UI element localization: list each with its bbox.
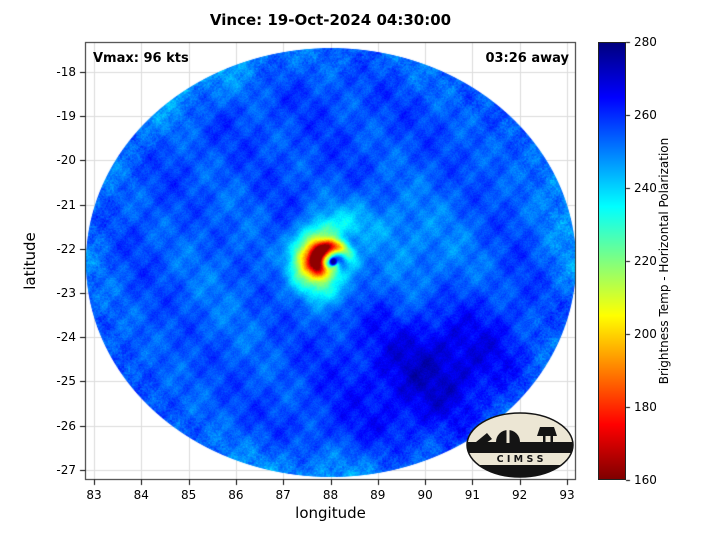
y-tick-label: -27 (56, 462, 76, 477)
logo-border (466, 412, 574, 478)
time-away-annotation: 03:26 away (485, 51, 569, 66)
colorbar-tick-label: 180 (634, 400, 657, 414)
tower-leg (543, 435, 546, 443)
dome-slit (506, 429, 510, 443)
y-tick-label: -24 (56, 330, 76, 345)
x-tick-label: 89 (370, 488, 386, 502)
y-tick-label: -21 (56, 197, 76, 212)
x-tick-label: 86 (228, 488, 244, 502)
x-tick-label: 93 (559, 488, 575, 502)
cimss-logo-text: C I M S S (497, 454, 544, 465)
plot-title: Vince: 19-Oct-2024 04:30:00 (209, 11, 452, 29)
x-tick-label: 91 (464, 488, 481, 502)
colorbar (598, 42, 626, 480)
x-tick-label: 87 (275, 488, 291, 502)
satellite-dish-icon (476, 433, 492, 445)
y-tick-label: -18 (56, 65, 76, 79)
y-tick-label: -20 (56, 153, 76, 168)
colorbar-tick-label: 280 (634, 35, 657, 49)
colorbar-tick-label: 260 (634, 108, 657, 122)
colorbar-tick-label: 240 (634, 181, 657, 195)
colorbar-tick-label: 200 (634, 327, 657, 341)
x-tick-label: 84 (133, 488, 149, 502)
tower-leg (550, 435, 553, 443)
water-tower-icon (537, 427, 557, 436)
y-tick-label: -19 (56, 109, 76, 124)
y-tick-label: -23 (56, 286, 76, 300)
y-tick-label: -25 (56, 374, 76, 389)
x-tick-label: 90 (417, 488, 433, 502)
x-tick-label: 85 (180, 488, 197, 502)
colorbar-tick-label: 160 (634, 473, 657, 487)
x-axis-label: longitude (295, 504, 366, 522)
x-tick-label: 83 (86, 488, 102, 502)
y-tick-label: -26 (56, 418, 76, 433)
y-tick-label: -22 (56, 241, 76, 256)
x-tick-label: 92 (512, 488, 528, 502)
vmax-annotation: Vmax: 96 kts (93, 51, 189, 66)
logo-ground (467, 442, 573, 453)
colorbar-tick-label: 220 (634, 254, 657, 268)
colorbar-label: Brightness Temp - Horizontal Polarizatio… (657, 137, 671, 385)
y-axis-label: latitude (21, 232, 39, 290)
x-tick-label: 88 (322, 488, 339, 502)
cimss-logo: C I M S S (466, 412, 574, 478)
